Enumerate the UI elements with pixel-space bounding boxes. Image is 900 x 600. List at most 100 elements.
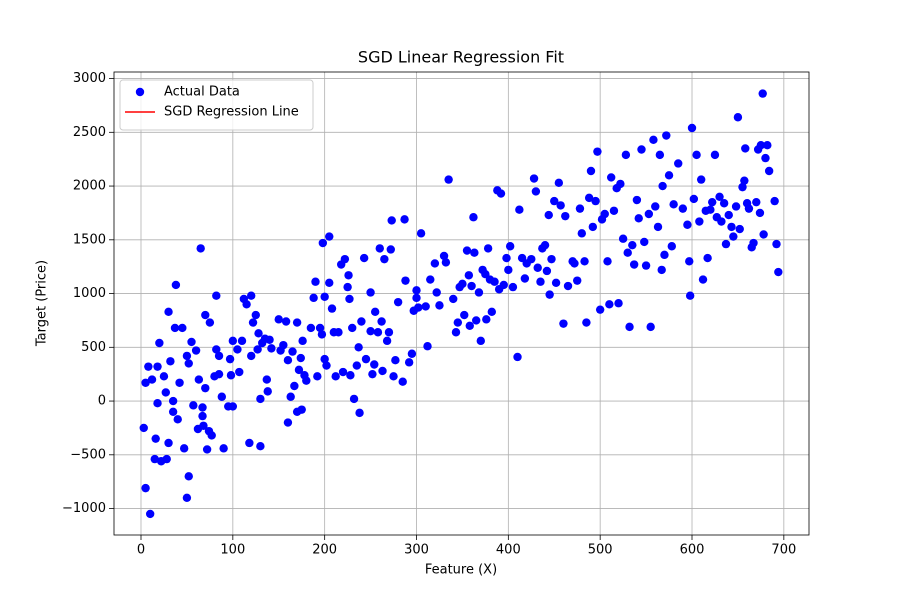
x-tick-label: 0 xyxy=(137,543,145,558)
scatter-point xyxy=(536,277,545,286)
scatter-point xyxy=(658,181,667,191)
scatter-point xyxy=(352,361,362,370)
scatter-point xyxy=(474,288,484,297)
scatter-point xyxy=(735,224,744,234)
scatter-point xyxy=(366,288,375,297)
scatter-point xyxy=(296,353,305,363)
scatter-point xyxy=(346,371,355,380)
scatter-point xyxy=(265,335,274,344)
scatter-point xyxy=(199,421,208,430)
scatter-point xyxy=(584,193,594,203)
scatter-point xyxy=(458,279,467,289)
scatter-point xyxy=(398,377,407,386)
scatter-point xyxy=(235,367,244,377)
scatter-point xyxy=(306,323,316,333)
scatter-point xyxy=(444,175,453,184)
scatter-point xyxy=(453,318,463,327)
scatter-point xyxy=(632,195,642,205)
x-tick-label: 600 xyxy=(680,543,705,558)
scatter-point xyxy=(286,392,295,401)
scatter-point xyxy=(660,250,669,260)
scatter-point xyxy=(344,271,353,280)
scatter-point xyxy=(724,210,733,220)
scatter-point xyxy=(755,208,765,218)
scatter-point xyxy=(540,240,550,250)
scatter-point xyxy=(386,245,395,254)
scatter-point xyxy=(580,257,589,266)
scatter-point xyxy=(217,392,227,401)
scatter-point xyxy=(189,401,198,410)
scatter-point xyxy=(476,336,485,346)
scatter-point xyxy=(294,365,304,375)
scatter-point xyxy=(393,297,403,307)
scatter-point xyxy=(175,378,184,387)
scatter-point xyxy=(573,276,582,285)
scatter-point xyxy=(325,278,334,288)
scatter-point xyxy=(290,381,299,391)
y-tick-label: 2500 xyxy=(73,125,106,140)
scatter-point xyxy=(407,349,417,358)
scatter-point xyxy=(302,376,311,385)
scatter-point xyxy=(253,345,262,354)
legend-box xyxy=(119,79,314,131)
scatter-point xyxy=(164,307,173,317)
scatter-point xyxy=(196,244,205,253)
scatter-point xyxy=(384,328,394,337)
scatter-point xyxy=(527,254,536,264)
scatter-point xyxy=(155,338,164,348)
scatter-point xyxy=(247,291,256,300)
scatter-point xyxy=(311,277,320,286)
scatter-point xyxy=(717,217,726,226)
legend-label: SGD Regression Line xyxy=(164,105,299,120)
scatter-point xyxy=(334,328,343,337)
scatter-point xyxy=(366,326,375,336)
scatter-point xyxy=(727,222,736,232)
scatter-point xyxy=(144,362,153,371)
scatter-point xyxy=(460,310,469,320)
scatter-point xyxy=(313,372,322,381)
scatter-point xyxy=(464,271,474,280)
scatter-point xyxy=(772,239,781,249)
scatter-point xyxy=(251,310,260,320)
scatter-point xyxy=(603,257,612,266)
scatter-point xyxy=(774,267,783,277)
scatter-point xyxy=(248,318,258,327)
scatter-point xyxy=(432,288,441,297)
scatter-point xyxy=(354,343,363,352)
x-tick-label: 200 xyxy=(312,543,337,558)
scatter-point xyxy=(182,351,192,361)
scatter-point xyxy=(228,336,238,346)
scatter-point xyxy=(618,234,628,243)
scatter-point xyxy=(378,366,387,376)
scatter-point xyxy=(245,438,254,448)
scatter-point xyxy=(153,399,162,408)
scatter-point xyxy=(471,316,481,325)
scatter-point xyxy=(667,242,676,251)
scatter-point xyxy=(279,340,288,350)
scatter-point xyxy=(320,292,329,301)
scatter-point xyxy=(487,307,497,317)
scatter-point xyxy=(482,315,491,324)
scatter-point xyxy=(439,251,449,261)
scatter-point xyxy=(764,166,774,176)
scatter-point xyxy=(545,290,554,299)
scatter-point xyxy=(657,265,666,275)
scatter-point xyxy=(423,342,432,351)
legend: Actual Data SGD Regression Line xyxy=(119,79,314,131)
scatter-point xyxy=(641,261,651,270)
y-tick-label: 1500 xyxy=(73,232,106,247)
scatter-point xyxy=(139,423,148,433)
scatter-point xyxy=(233,345,242,354)
scatter-point xyxy=(184,359,193,368)
x-tick-label: 300 xyxy=(404,543,429,558)
scatter-point xyxy=(462,246,472,255)
scatter-point xyxy=(634,214,643,223)
y-axis-label: Target (Price) xyxy=(35,260,50,347)
scatter-point xyxy=(649,135,658,145)
scatter-point xyxy=(226,371,236,380)
scatter-point xyxy=(623,248,632,257)
scatter-point xyxy=(389,372,398,381)
scatter-point xyxy=(168,396,178,406)
scatter-point xyxy=(357,317,366,326)
scatter-point xyxy=(247,351,256,361)
